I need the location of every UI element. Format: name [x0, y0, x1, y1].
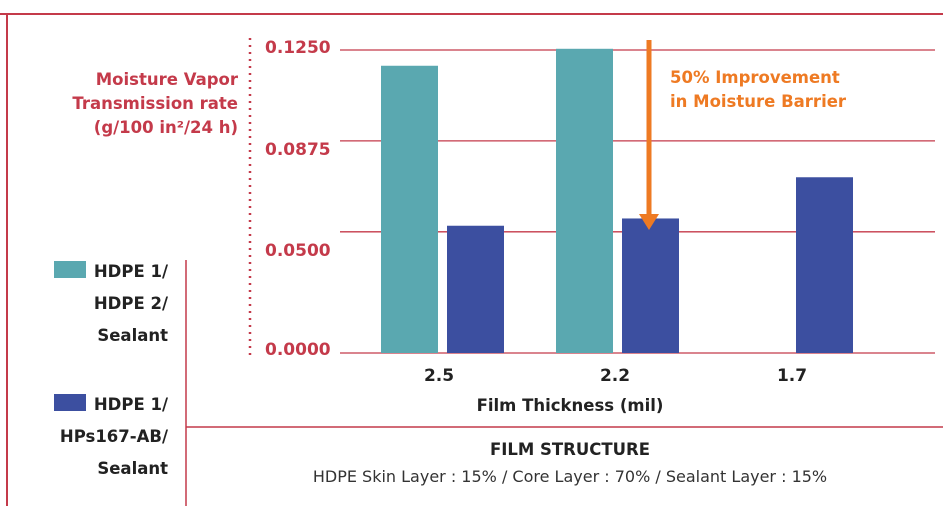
bar-hps167-1.7 [796, 177, 853, 353]
x-tick-label: 2.2 [599, 366, 631, 386]
improvement-annotation: 50% Improvement in Moisture Barrier [670, 66, 846, 114]
annotation-arrow-head [639, 214, 659, 230]
legend-swatch-teal [53, 261, 86, 278]
legend-label-line: HDPE 1/ [93, 395, 168, 414]
film-structure-description: HDPE Skin Layer : 15% / Core Layer : 70%… [312, 467, 828, 486]
y-axis-label-line: Transmission rate [72, 94, 238, 113]
y-axis-label: Moisture Vapor Transmission rate (g/100 … [18, 68, 238, 140]
y-tick-label: 0.1250 [265, 38, 331, 58]
legend-label-line: HDPE 1/ [93, 262, 168, 281]
annotation-line: 50% Improvement [670, 68, 840, 87]
legend-item-hps167: HDPE 1/ HPs167-AB/ Sealant [53, 389, 168, 485]
annotation-line: in Moisture Barrier [670, 92, 847, 111]
x-axis-label: Film Thickness (mil) [476, 396, 664, 415]
legend-swatch-blue [53, 394, 86, 411]
x-tick-label: 1.7 [776, 366, 808, 386]
bar-hdpe2-2.2 [556, 48, 613, 354]
legend-item-hdpe2: HDPE 1/ HDPE 2/ Sealant [53, 256, 168, 352]
plot-area [340, 40, 935, 354]
legend-label-line: Sealant [97, 459, 168, 478]
legend-label-line: HPs167-AB/ [59, 427, 168, 446]
y-axis-label-line: Moisture Vapor [95, 70, 238, 89]
bar-hps167-2.5 [447, 225, 504, 353]
x-tick-label: 2.5 [423, 366, 455, 386]
legend-label-line: Sealant [97, 326, 168, 345]
bar-hps167-2.2 [622, 218, 679, 353]
y-tick-label: 0.0500 [265, 241, 331, 261]
film-structure-title: FILM STRUCTURE [489, 440, 651, 459]
y-tick-label: 0.0000 [265, 340, 331, 360]
y-tick-label: 0.0875 [265, 140, 331, 160]
bar-hdpe2-2.5 [381, 65, 438, 354]
legend-label-line: HDPE 2/ [93, 294, 168, 313]
y-axis-label-line: (g/100 in²/24 h) [93, 118, 238, 137]
